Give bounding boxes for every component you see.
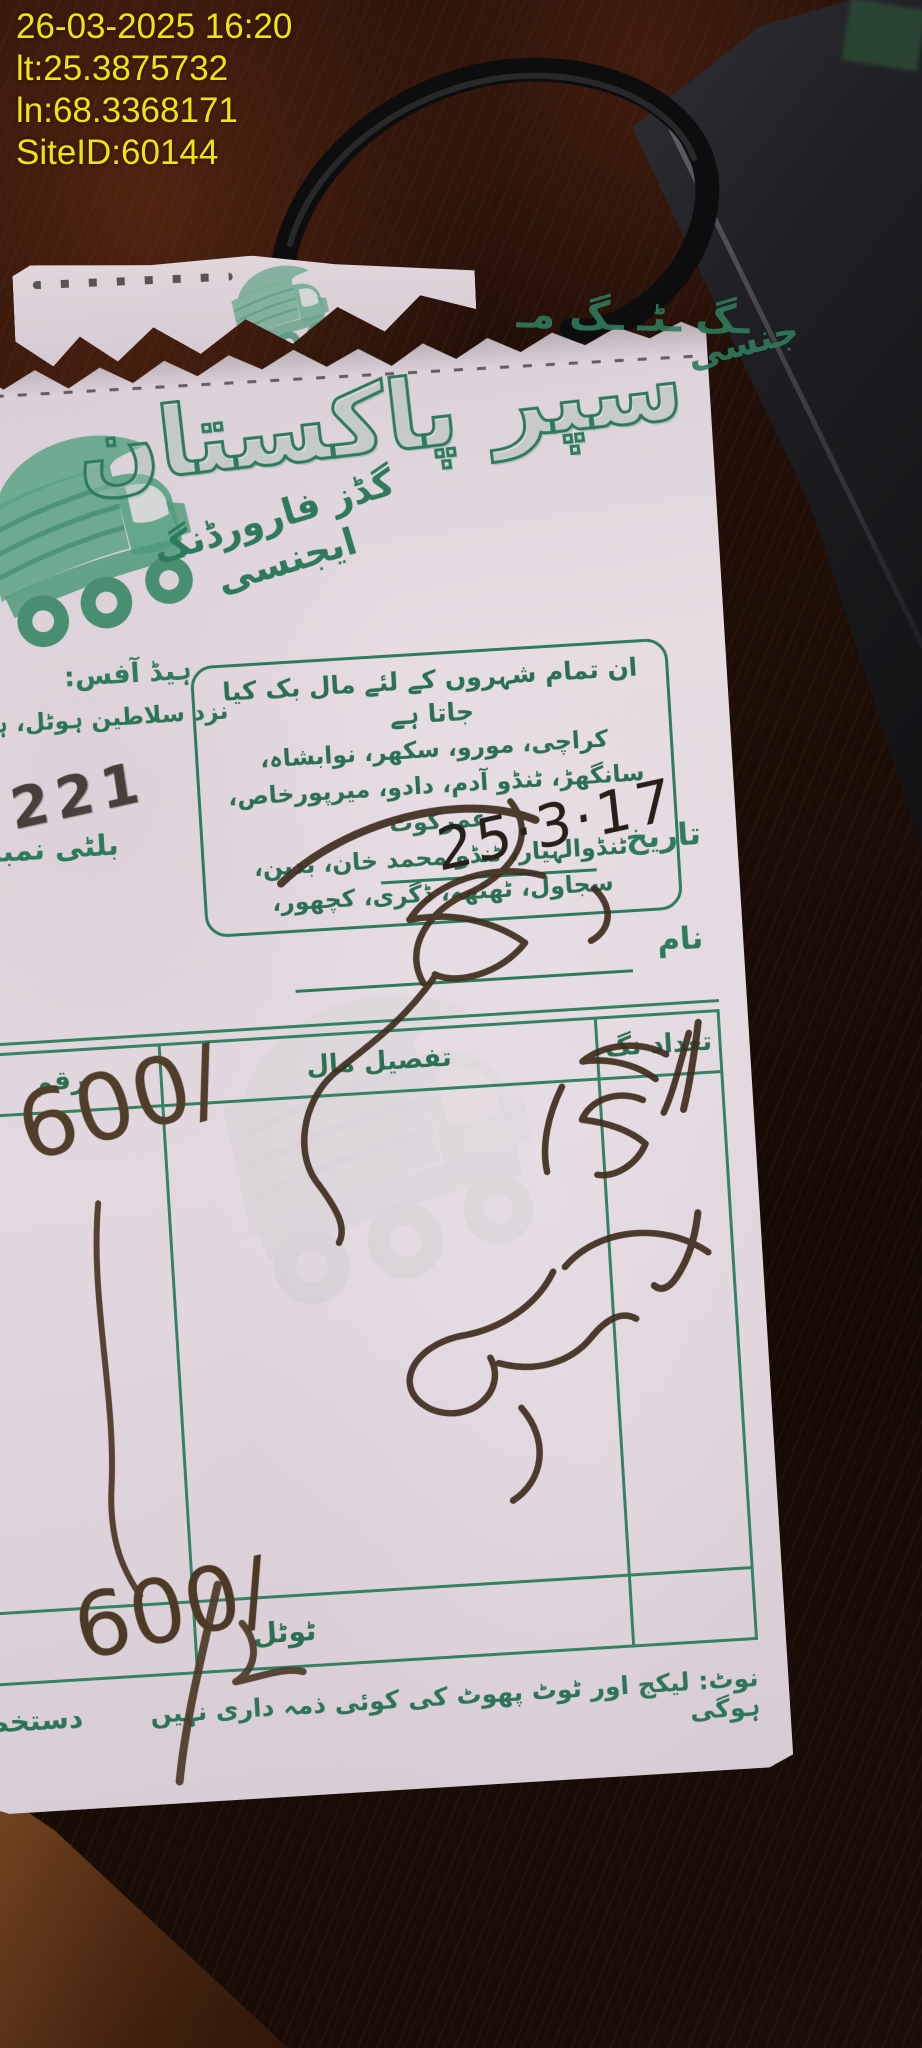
qty-column-header: تعداد نگ [595,1011,721,1079]
signature-label: دستخط [0,1701,85,1741]
overlay-datetime: 26-03-2025 16:20 [16,7,293,46]
note-text: نوٹ: لیکج اور ٹوٹ پھوٹ کی کوئی ذمہ داری … [149,1662,761,1730]
device-green-patch [841,0,922,72]
timestamp-overlay: 26-03-2025 16:20 lt:25.3875732 ln:68.336… [16,6,292,174]
bilty-number-label: بلٹی نمبر [0,827,120,870]
receipt-paper: سپر پاکستان گڈز فارورڈنگ ایجنسی ہیڈ آفس:… [0,309,794,1816]
overlay-longitude: ln:68.3368171 [16,91,238,130]
overlay-site-id: SiteID:60144 [16,133,219,172]
name-label: نام [656,919,705,959]
overlay-latitude: lt:25.3875732 [16,49,229,88]
head-office-label: ہیڈ آفس: [63,654,193,694]
